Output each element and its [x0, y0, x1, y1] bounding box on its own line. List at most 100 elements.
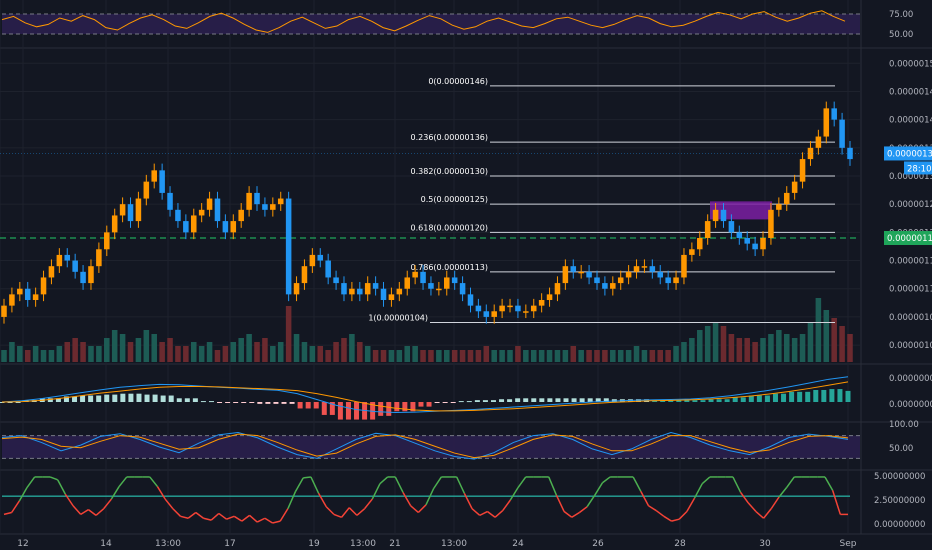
macd-tick-label: 0.00000005 [889, 374, 932, 384]
candle-body [625, 271, 632, 278]
trend-segment [49, 476, 58, 481]
volume-bar [119, 334, 126, 362]
volume-bar [88, 346, 94, 362]
candle-body [546, 294, 553, 300]
rsi-panel [1, 10, 860, 35]
time-axis[interactable]: 12 14 13:00 17 19 13:00 21 13:00 24 26 28 30 Sep [17, 539, 856, 549]
volume-bar [633, 346, 640, 362]
macd-histogram-bar [225, 402, 231, 403]
trend-segment [371, 483, 381, 500]
macd-histogram-bar [813, 389, 819, 402]
time-tick-label: 12 [17, 539, 28, 549]
trend-segment [110, 486, 120, 500]
volume-bar [72, 338, 78, 362]
volume-bar [799, 334, 806, 362]
trend-segment [410, 505, 419, 514]
macd-histogram-bar [684, 400, 690, 402]
volume-bar [238, 338, 244, 362]
volume-bar [1, 350, 7, 362]
candle-body [24, 288, 31, 300]
macd-histogram-bar [539, 398, 545, 402]
candle-body [475, 305, 482, 312]
volume-bar [262, 338, 268, 362]
macd-histogram-bar [829, 389, 835, 402]
candle-body [578, 271, 584, 274]
macd-histogram-bar [490, 400, 496, 402]
trend-segment [509, 487, 519, 501]
trend-segment [72, 505, 82, 515]
candle-body [412, 271, 418, 278]
volume-bar [704, 326, 711, 362]
macd-histogram-bar [571, 398, 577, 402]
trend-segment [241, 514, 250, 522]
macd-histogram-bar [120, 393, 126, 402]
trend-segment [3, 511, 12, 516]
macd-histogram-bar [354, 402, 360, 420]
volume-bar [183, 346, 189, 362]
trend-segment [494, 509, 504, 518]
time-tick-label: 14 [100, 539, 112, 549]
macd-histogram-bar [507, 399, 513, 402]
trend-segment [218, 512, 227, 520]
volume-bar [697, 330, 703, 362]
candle-body [396, 288, 403, 295]
volume-bar [143, 330, 150, 362]
volume-bar [602, 350, 608, 362]
candle-body [704, 221, 711, 238]
candle-body [309, 254, 316, 267]
candle-body [285, 198, 292, 295]
macd-histogram-bar [249, 402, 255, 403]
candle-body [823, 108, 830, 137]
trend-segment [602, 476, 611, 484]
volume-bar [831, 318, 837, 362]
trend-segment [402, 491, 412, 507]
time-tick-label: 13:00 [441, 539, 467, 549]
candle-body [190, 215, 197, 233]
macd-line [1, 376, 849, 414]
macd-histogram-bar [0, 402, 5, 403]
trend-segment [156, 486, 166, 500]
macd-histogram-bar [660, 400, 666, 402]
price-tick-label: 0.00000130 [889, 172, 932, 182]
fib-level-label: 0(0.00000146) [428, 77, 488, 86]
time-tick-label: 19 [308, 539, 320, 549]
candle-body [40, 277, 47, 295]
macd-histogram-bar [257, 402, 263, 404]
volume-bar [491, 350, 497, 362]
trend-segment [95, 508, 105, 516]
trend-segment [149, 476, 159, 488]
candle-body [610, 283, 616, 289]
volume-bar [610, 350, 616, 362]
rsi-tick-label: 75.00 [889, 10, 913, 20]
macd-histogram-bar [313, 402, 319, 409]
volume-bar [293, 334, 300, 362]
trend-segment [786, 476, 795, 488]
volume-bar [681, 342, 687, 362]
trend-segment [594, 482, 604, 496]
volume-bar [17, 346, 23, 362]
macd-histogram-bar [676, 400, 682, 402]
volume-bar [349, 334, 355, 362]
trend-segment [739, 491, 749, 504]
macd-histogram-bar [289, 402, 295, 404]
macd-histogram-bar [80, 395, 86, 402]
trend-segment [517, 476, 527, 488]
candle-body [388, 294, 395, 300]
price-axis[interactable]: 75.00 50.00 0.00000150 0.00000145 0.00000140… [874, 10, 932, 530]
macd-histogram-bar [136, 393, 142, 402]
macd-histogram-bar [337, 402, 343, 420]
trend-segment [226, 515, 235, 520]
macd-histogram-bar [88, 395, 94, 402]
trend-segment [555, 494, 565, 512]
volume-bar [720, 326, 727, 362]
volume-bar [436, 350, 442, 362]
volume-bar [499, 350, 505, 362]
support-tag [884, 231, 932, 245]
volume-bar [776, 330, 782, 362]
candle-body [325, 260, 331, 278]
volume-bar [24, 350, 31, 362]
macd-histogram-bar [450, 402, 456, 403]
trend-segment [693, 483, 703, 499]
stoch-tick-label: 100.00 [889, 420, 919, 430]
trend-segment [64, 493, 74, 507]
